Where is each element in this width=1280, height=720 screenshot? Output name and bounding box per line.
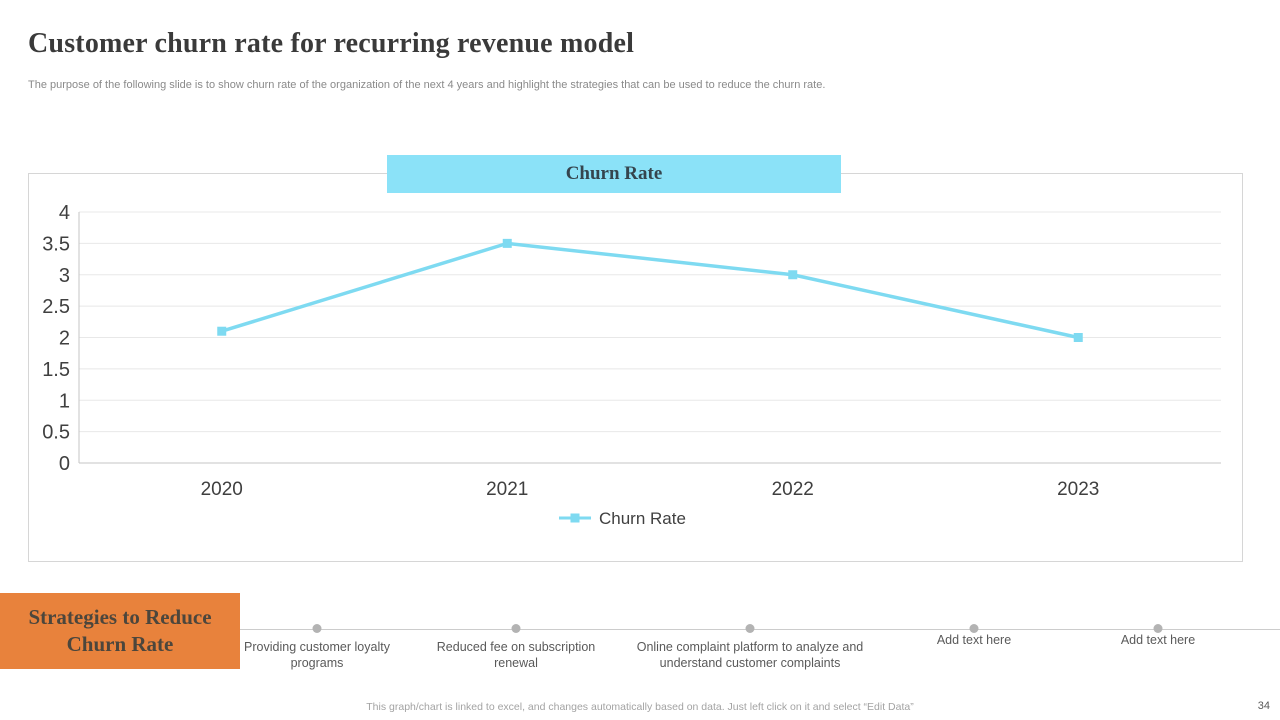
strategies-heading: Strategies to Reduce Churn Rate — [28, 605, 212, 656]
svg-text:0.5: 0.5 — [42, 422, 70, 444]
svg-text:2022: 2022 — [772, 479, 814, 500]
svg-text:1.5: 1.5 — [42, 359, 70, 381]
svg-text:1: 1 — [59, 390, 70, 412]
timeline-line — [240, 629, 1280, 630]
timeline-item-label: Online complaint platform to analyze and… — [636, 640, 864, 670]
svg-text:3.5: 3.5 — [42, 233, 70, 255]
svg-text:3: 3 — [59, 265, 70, 287]
timeline-item-placeholder[interactable]: Add text here — [936, 633, 1012, 647]
page-title: Customer churn rate for recurring revenu… — [28, 28, 635, 59]
timeline-dot-icon — [511, 624, 521, 633]
chart-title-banner: Churn Rate — [387, 155, 841, 193]
footer-note: This graph/chart is linked to excel, and… — [366, 701, 914, 713]
timeline-dot-icon — [1153, 624, 1163, 633]
svg-text:2021: 2021 — [486, 479, 528, 500]
svg-text:Churn Rate: Churn Rate — [599, 509, 686, 528]
svg-text:2.5: 2.5 — [42, 296, 70, 318]
timeline-dot-icon — [312, 624, 322, 633]
timeline-dot-icon — [745, 624, 755, 633]
svg-text:2: 2 — [59, 328, 70, 350]
svg-text:2020: 2020 — [201, 479, 243, 500]
svg-text:4: 4 — [59, 202, 70, 224]
line-chart-svg: 0 0.5 1 1.5 2 2.5 3 3.5 4 2020 2021 2022 2023 Churn R… — [42, 202, 1221, 528]
strategies-heading-box: Strategies to Reduce Churn Rate — [0, 593, 240, 669]
svg-text:0: 0 — [59, 453, 70, 475]
timeline-item-label: Providing customer loyalty programs — [244, 640, 390, 670]
churn-rate-line-chart[interactable]: 0 0.5 1 1.5 2 2.5 3 3.5 4 2020 2021 2022 2023 Churn R… — [28, 173, 1243, 562]
svg-text:2023: 2023 — [1057, 479, 1099, 500]
page-number: 34 — [1257, 700, 1270, 712]
timeline-item-placeholder[interactable]: Add text here — [1120, 633, 1196, 647]
timeline-dot-icon — [969, 624, 979, 633]
page-subtitle: The purpose of the following slide is to… — [28, 79, 826, 91]
timeline-item-label: Reduced fee on subscription renewal — [436, 640, 596, 670]
chart-title: Churn Rate — [565, 163, 663, 184]
